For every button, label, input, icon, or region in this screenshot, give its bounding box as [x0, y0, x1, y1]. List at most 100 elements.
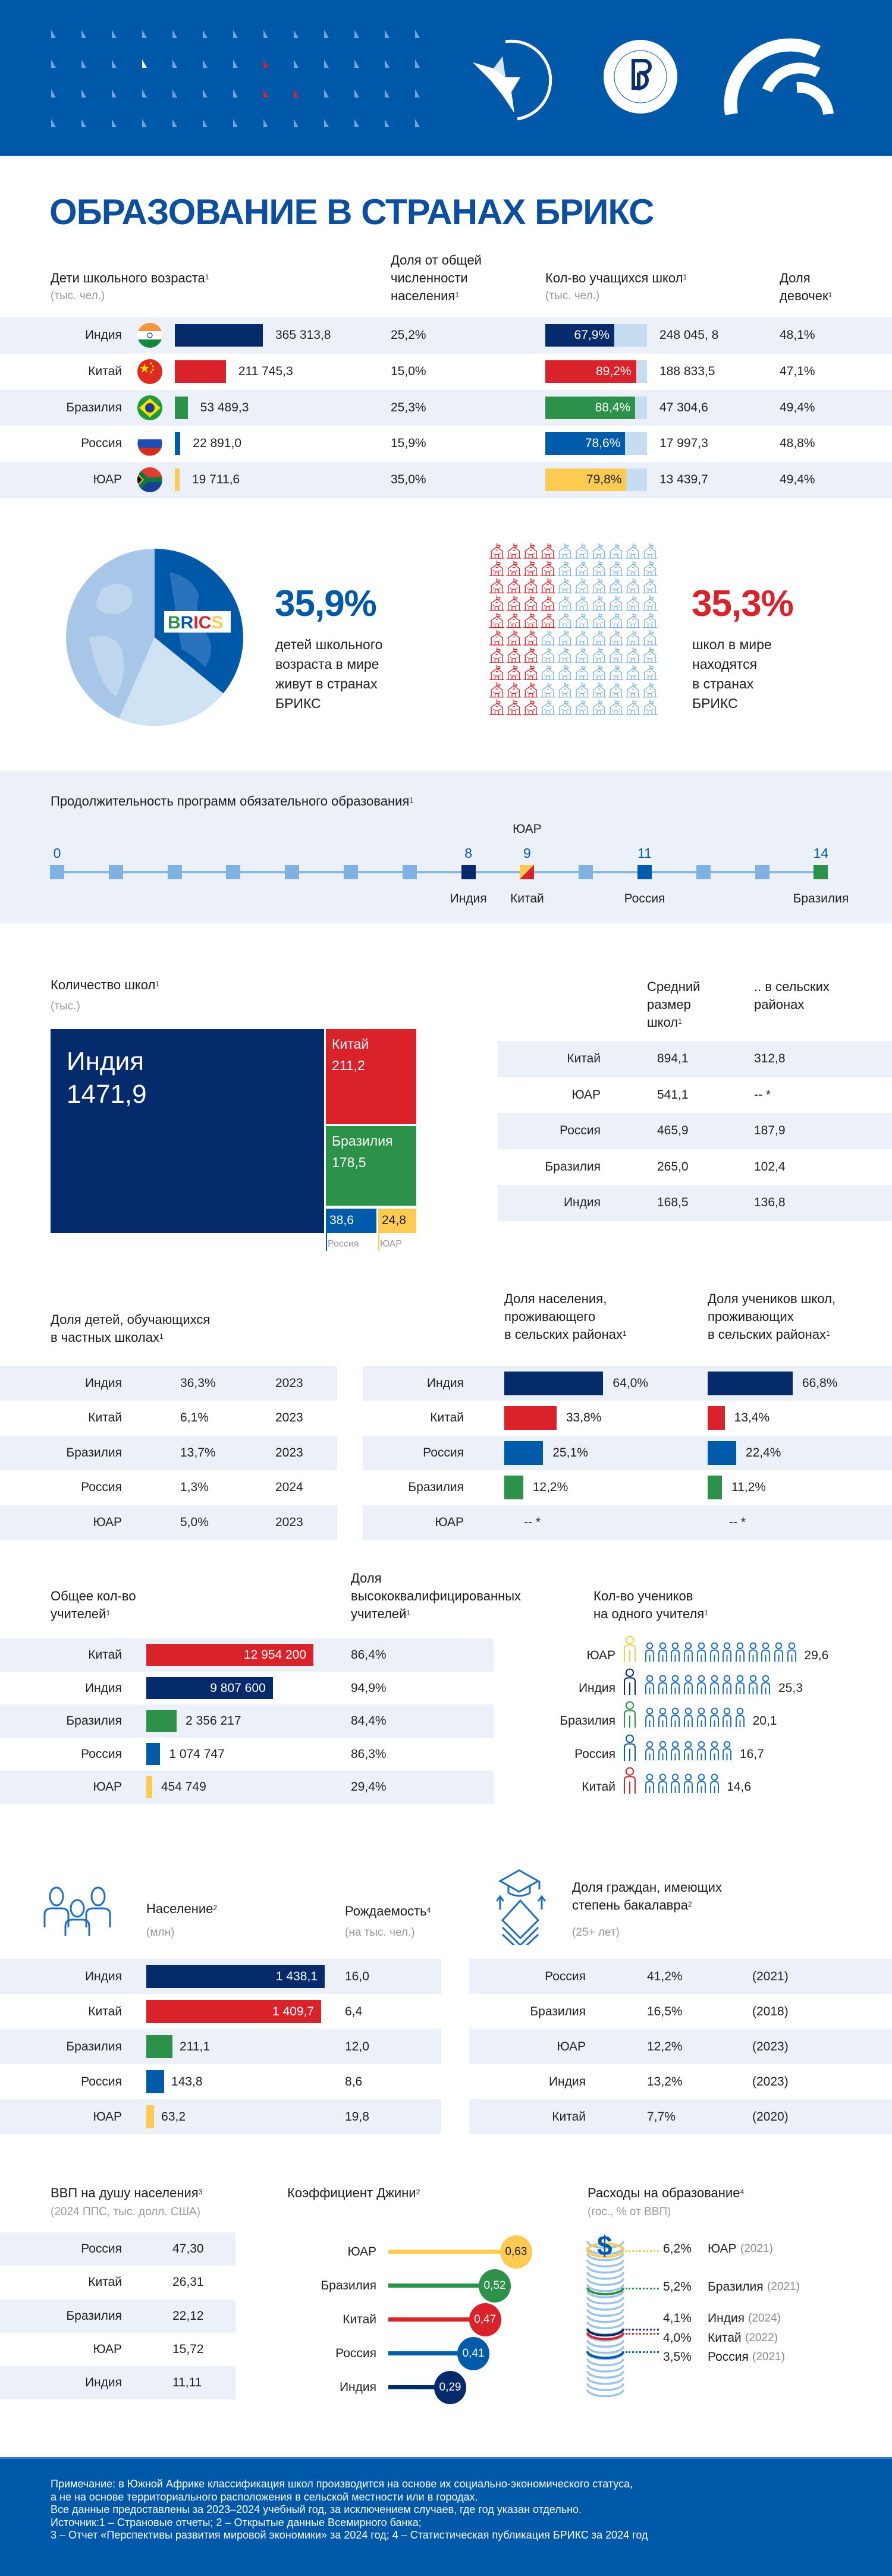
coin — [586, 2389, 624, 2398]
timeline-tick-label: 8 — [464, 845, 472, 861]
gdp-value: 26,31 — [172, 2275, 204, 2289]
rural-school-size-value: -- * — [754, 1087, 771, 1102]
student-icon — [709, 1773, 719, 1793]
students-value: 47 304,6 — [659, 400, 708, 414]
treemap-value: 24,8 — [382, 1213, 406, 1227]
children-bar — [175, 432, 181, 455]
triangle-mark — [203, 30, 208, 38]
triangle-mark — [385, 59, 390, 68]
brics-label: BRICS — [168, 613, 223, 633]
student-icon — [696, 1773, 706, 1793]
heading-text: районах — [754, 997, 805, 1012]
figure-body — [684, 1715, 693, 1728]
teachers-bar — [146, 1776, 152, 1798]
school-icon-world — [625, 699, 641, 715]
country-label: Китай — [88, 364, 122, 378]
school-icon-world — [574, 647, 590, 663]
teachers-bar — [146, 1677, 273, 1699]
school-icon-world — [574, 664, 590, 681]
school-icon-world — [591, 543, 607, 559]
rural-population-bar — [504, 1406, 557, 1430]
spending-value: 6,2% — [663, 2242, 692, 2256]
population-value: 63,2 — [161, 2110, 186, 2124]
coin-highlight — [586, 2287, 624, 2295]
rural-population-bar — [504, 1372, 604, 1395]
coin-highlight — [586, 2351, 624, 2360]
treemap-leader-line — [326, 1233, 327, 1251]
teacher-icon — [624, 1668, 636, 1696]
country-label: Бразилия — [408, 1480, 464, 1495]
avg-school-size-value: 168,5 — [657, 1196, 689, 1210]
gini-dot — [434, 2371, 466, 2404]
coin — [586, 2340, 624, 2348]
spending-connector — [626, 2288, 659, 2289]
heading-text: Общее кол-во — [51, 1589, 136, 1603]
student-icon — [671, 1773, 680, 1793]
heading-text: школ — [647, 1015, 679, 1030]
teachers-total-value: 9 807 600 — [210, 1681, 266, 1695]
figure-body — [645, 1715, 654, 1728]
qualified-share-value: 86,3% — [351, 1747, 387, 1761]
country-label: Индия — [339, 2380, 376, 2394]
country-label: Бразилия — [530, 2005, 586, 2018]
student-icon — [748, 1642, 758, 1662]
spending-year: (2021) — [767, 2281, 800, 2293]
student-icon — [709, 1642, 719, 1662]
coin — [586, 2358, 624, 2367]
heading-text: проживающего — [504, 1309, 596, 1324]
country-label: Индия — [426, 1376, 464, 1390]
qualified-share-value: 94,9% — [351, 1681, 387, 1695]
country-label: Китай — [430, 1411, 464, 1425]
figure-body — [696, 1715, 706, 1728]
globe-continents — [89, 584, 133, 697]
teachers-total-value: 1 074 747 — [169, 1747, 225, 1761]
school-icon-brics — [505, 543, 522, 559]
heading-line: учителей1 — [51, 1605, 136, 1623]
avg-school-size-value: 465,9 — [657, 1124, 689, 1138]
teacher-icon — [624, 1734, 636, 1761]
school-icon-brics — [540, 577, 556, 594]
timeline-step — [696, 865, 711, 879]
heading-text: Продолжительность программ обязательного… — [51, 794, 410, 809]
schools-pictogram-grid — [489, 543, 658, 715]
bachelor-share-value: 7,7% — [647, 2110, 676, 2124]
school-icon-brics — [523, 664, 539, 681]
timeline-country-label: ЮАР — [513, 822, 542, 836]
heading-text: степень бакалавра — [572, 1898, 688, 1913]
heading-line: на одного учителя1 — [593, 1605, 708, 1623]
footer-line: Примечание: в Южной Африке классификация… — [51, 2478, 633, 2490]
spending-country: ЮАР — [708, 2242, 737, 2256]
treemap-value: 38,6 — [329, 1213, 354, 1227]
private-share-value: 36,3% — [180, 1376, 216, 1390]
figure-body — [645, 1682, 654, 1695]
bachelor-share-value: 16,5% — [647, 2005, 683, 2018]
timeline-step — [285, 865, 300, 879]
heading-line: Кол-во учеников — [593, 1587, 708, 1605]
triangle-mark — [263, 59, 268, 68]
school-icon-world — [625, 647, 641, 663]
heading-line: проживающего — [504, 1308, 627, 1326]
school-icon-world — [591, 681, 607, 698]
timeline-country-label: Китай — [510, 892, 544, 905]
rural-population-value: 33,8% — [566, 1411, 602, 1425]
timeline-tick-label: 11 — [637, 845, 652, 861]
school-icon-world — [574, 681, 590, 698]
avg-school-size-value: 894,1 — [657, 1052, 689, 1065]
header-share: Доля от общей численности населения1 — [391, 251, 482, 305]
bachelor-title: Доля граждан, имеющих степень бакалавра2 — [572, 1879, 722, 1914]
text-line: в странах — [692, 676, 754, 691]
treemap-value: 1471,9 — [67, 1080, 147, 1109]
figure-body — [658, 1748, 667, 1760]
header-rural-schools: .. в сельских районах — [754, 978, 830, 1014]
coin — [586, 2377, 624, 2385]
school-icon-world — [642, 560, 658, 576]
student-icon — [645, 1675, 654, 1695]
row-band — [0, 2299, 235, 2333]
footnote-marker: 1 — [159, 1332, 164, 1341]
heading-line: Дети школьного возраста1 — [51, 269, 209, 287]
rural-students-value: 22,4% — [745, 1445, 781, 1460]
header-pattern — [51, 30, 420, 127]
header-children: Дети школьного возраста1 — [51, 269, 209, 287]
coin-highlight — [586, 2332, 624, 2341]
country-label: Россия — [423, 1445, 464, 1460]
